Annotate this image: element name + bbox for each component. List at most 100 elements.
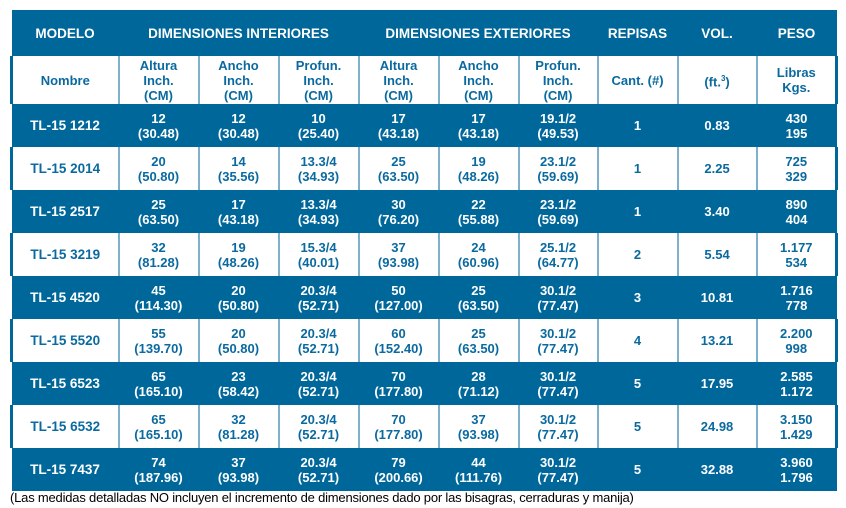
cell-int-d-line: 13.3/4 — [300, 196, 337, 212]
cell-weight-line: 3.150 — [780, 411, 813, 427]
subheader-peso-line: Libras — [776, 65, 816, 80]
cell-int-w-line: 17 — [231, 196, 246, 212]
cell-ext-h: 60 (152.40) — [357, 319, 439, 362]
cell-weight-line: 1.716 — [780, 282, 813, 298]
cell-ext-w-line: 25 — [471, 282, 486, 298]
cell-ext-h-line: (200.66) — [374, 469, 423, 485]
cell-ext-d-line: (77.47) — [537, 426, 579, 442]
cell-ext-d: 30.1/2 (77.47) — [518, 276, 598, 319]
cell-weight-line: 778 — [785, 297, 808, 313]
cell-ext-d-line: (77.47) — [537, 297, 579, 313]
cell-weight: 890 404 — [756, 190, 837, 233]
cell-shelves: 1 — [597, 190, 678, 233]
cell-int-d: 20.3/4 (52.71) — [277, 319, 359, 362]
header-vol: VOL. — [677, 10, 757, 56]
cell-ext-d: 30.1/2 (77.47) — [518, 362, 598, 405]
cell-ext-d-line: (59.69) — [537, 211, 579, 227]
cell-int-w-line: 14 — [231, 153, 246, 169]
subheader-int-altura-line: Inch. — [143, 72, 174, 88]
cell-ext-w-line: 19 — [471, 153, 486, 169]
table-row: TL-15 3219 32 (81.28) 19 (48.26) 15.3/4 (40.01… — [10, 233, 839, 276]
cell-int-w-line: (43.18) — [217, 211, 260, 227]
cell-int-h-line: (165.10) — [134, 383, 183, 399]
cell-int-d-line: 10 — [311, 110, 326, 126]
cell-ext-h-line: 60 — [391, 325, 406, 341]
cell-int-d-line: 20.3/4 — [300, 325, 337, 341]
subheader-ext-profun-line: Profun. — [535, 57, 581, 73]
subheader-vol-part: ) — [725, 74, 730, 90]
cell-model: TL-15 2014 — [10, 147, 119, 190]
cell-ext-d: 23.1/2 (59.69) — [518, 190, 598, 233]
table-row: TL-15 2014 20 (50.80) 14 (35.56) 13.3/4 (34.93… — [10, 147, 839, 190]
cell-int-d-line: (34.93) — [297, 168, 340, 184]
cell-ext-w: 37 (93.98) — [437, 405, 519, 448]
cell-int-w-line: (48.26) — [217, 254, 260, 270]
cell-shelves: 3 — [597, 276, 678, 319]
cell-int-h-line: 20 — [151, 153, 166, 169]
cell-ext-w: 19 (48.26) — [437, 147, 519, 190]
cell-ext-h: 30 (76.20) — [358, 190, 439, 233]
cell-ext-d-line: 19.1/2 — [539, 110, 577, 126]
cell-int-d-line: (25.40) — [297, 125, 340, 141]
cell-int-d-line: 13.3/4 — [300, 153, 337, 169]
cell-int-w-line: (50.80) — [217, 340, 260, 356]
cell-int-w-line: 23 — [231, 368, 246, 384]
cell-ext-d: 25.1/2 (64.77) — [517, 233, 598, 276]
cell-ext-w-line: 37 — [471, 411, 486, 427]
subheader-ext-ancho-line: (CM) — [464, 87, 493, 103]
cell-ext-d: 19.1/2 (49.53) — [518, 104, 598, 147]
cell-weight: 3.150 1.429 — [755, 405, 839, 448]
cell-int-d-line: 20.3/4 — [300, 282, 337, 298]
cell-ext-w: 28 (71.12) — [438, 362, 519, 405]
cell-int-w-line: (35.56) — [217, 168, 260, 184]
cell-int-d: 15.3/4 (40.01) — [277, 233, 359, 276]
subheader-int-ancho-line: Ancho — [218, 57, 259, 73]
cell-int-w-line: (93.98) — [217, 469, 260, 485]
cell-vol: 24.98 — [676, 405, 757, 448]
cell-ext-h-line: (152.40) — [374, 340, 423, 356]
cell-ext-h-line: (76.20) — [377, 211, 420, 227]
cell-int-h-line: 65 — [151, 411, 166, 427]
cell-int-w-line: (50.80) — [217, 297, 260, 313]
subheader-ext-profun: Profun. Inch. (CM) — [517, 56, 599, 104]
subheader-int-altura: Altura Inch. (CM) — [117, 56, 200, 104]
cell-shelves: 2 — [596, 233, 678, 276]
cell-ext-d-line: 30.1/2 — [539, 454, 577, 470]
cell-ext-w: 25 (63.50) — [438, 276, 519, 319]
cell-int-d-line: (52.71) — [297, 469, 340, 485]
subheader-ext-ancho-line: Ancho — [458, 57, 499, 73]
cell-int-h-line: (187.96) — [134, 469, 183, 485]
cell-int-h-line: (114.30) — [134, 297, 183, 313]
cell-int-w: 14 (35.56) — [197, 147, 279, 190]
subheader-ext-profun-line: Inch. — [542, 72, 574, 88]
header-dim-int: DIMENSIONES INTERIORES — [118, 10, 359, 56]
cell-model: TL-15 7437 — [11, 448, 119, 491]
header-peso: PESO — [756, 10, 837, 56]
cell-int-w: 23 (58.42) — [198, 362, 279, 405]
cell-ext-h-line: 30 — [391, 196, 406, 212]
table-row: TL-15 6532 65 (165.10) 32 (81.28) 20.3/4 (52.7… — [10, 405, 839, 448]
subheader-int-profun-line: Profun. — [295, 57, 342, 73]
cell-int-h-line: (50.80) — [137, 168, 180, 184]
cell-int-h-line: 25 — [151, 196, 166, 212]
cell-vol: 5.54 — [676, 233, 757, 276]
cell-ext-h: 70 (177.80) — [357, 405, 439, 448]
cell-int-w-line: 32 — [231, 411, 246, 427]
cell-int-w-line: 20 — [231, 282, 246, 298]
table-row: TL-15 2517 25 (63.50) 17 (43.18) 13.3/4 (34.93… — [11, 190, 837, 233]
subheader-int-ancho-line: Inch. — [223, 72, 254, 88]
cell-int-h-line: 32 — [151, 239, 166, 255]
cell-ext-w: 25 (63.50) — [437, 319, 519, 362]
cell-weight: 2.200 998 — [755, 319, 839, 362]
cell-ext-w-line: (93.98) — [457, 426, 500, 442]
cell-int-w: 20 (50.80) — [197, 319, 279, 362]
cell-weight-line: 534 — [785, 254, 808, 270]
cell-int-d-line: (40.01) — [297, 254, 340, 270]
cell-model: TL-15 3219 — [10, 233, 119, 276]
cell-int-w: 17 (43.18) — [198, 190, 279, 233]
subheader-peso: Libras Kgs. — [755, 56, 839, 104]
cell-vol: 32.88 — [677, 448, 757, 491]
cell-int-d: 20.3/4 (52.71) — [278, 362, 359, 405]
cell-ext-h: 17 (43.18) — [358, 104, 439, 147]
cell-model: TL-15 1212 — [11, 104, 119, 147]
